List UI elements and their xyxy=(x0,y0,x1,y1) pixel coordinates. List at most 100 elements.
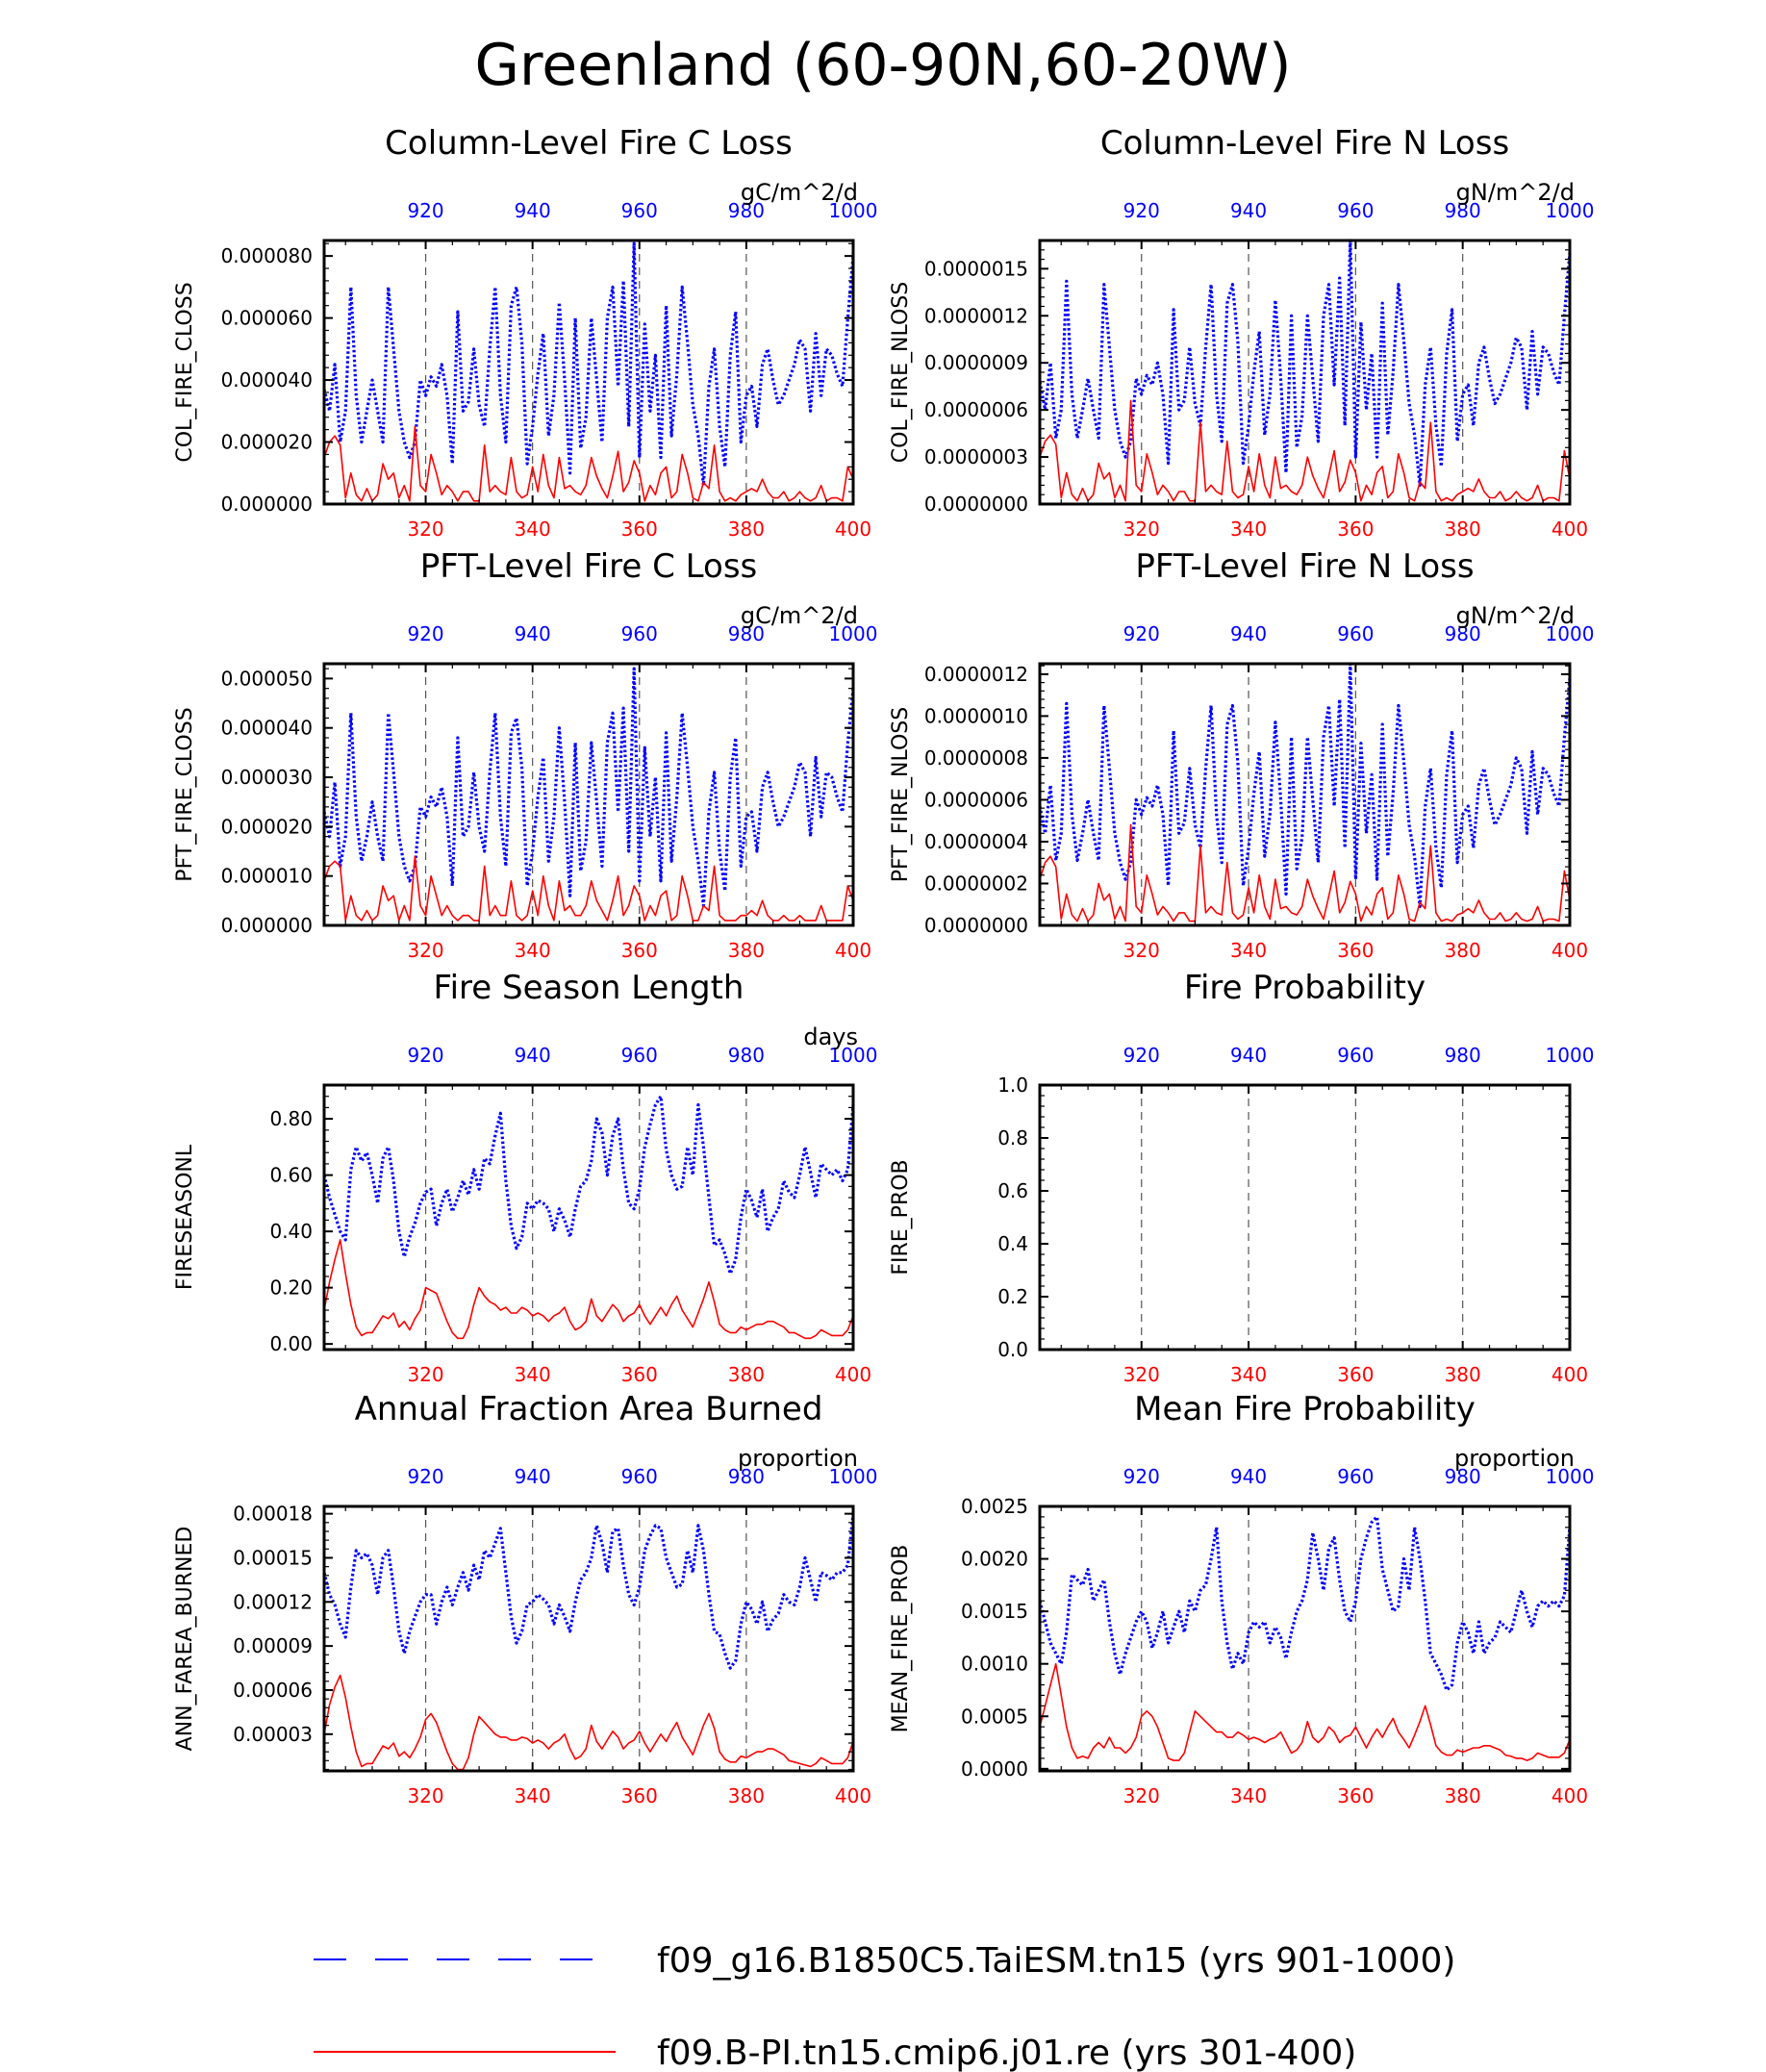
chart-panel-3: 0.000000 0.000010 0.000020 0.000030 0.000040… xyxy=(173,547,877,962)
y-tick-label: 1.0 xyxy=(997,1074,1028,1097)
x-tick-label-bottom: 380 xyxy=(728,518,765,541)
x-tick-label-top: 940 xyxy=(515,622,551,645)
chart-title: PFT-Level Fire C Loss xyxy=(420,547,758,586)
chart-title: Fire Season Length xyxy=(434,969,744,1007)
x-tick-label-bottom: 360 xyxy=(1337,1363,1374,1386)
x-tick-label-top: 960 xyxy=(1337,622,1374,645)
legend-label-red: f09.B-PI.tn15.cmip6.j01.re (yrs 301-400) xyxy=(657,2034,1356,2072)
y-tick-label: 0.000010 xyxy=(221,865,313,888)
y-axis-label: COL_FIRE_CLOSS xyxy=(173,282,197,462)
legend: f09_g16.B1850C5.TaiESM.tn15 (yrs 901-100… xyxy=(314,1941,1455,2072)
x-tick-label-bottom: 320 xyxy=(407,939,443,962)
x-tick-label-top: 920 xyxy=(407,1465,443,1488)
y-tick-label: 0.0000010 xyxy=(924,704,1028,727)
y-tick-label: 0.000060 xyxy=(221,307,313,330)
chart-title: Fire Probability xyxy=(1184,969,1425,1007)
x-tick-label-top: 1000 xyxy=(829,622,878,645)
x-tick-label-bottom: 380 xyxy=(1445,1363,1481,1386)
page-title: Greenland (60-90N,60-20W) xyxy=(474,32,1291,99)
series-line-blue xyxy=(322,1513,855,1670)
chart-title: Annual Fraction Area Burned xyxy=(355,1390,823,1428)
y-tick-label: 0.2 xyxy=(997,1285,1028,1308)
x-tick-label-bottom: 320 xyxy=(1123,1363,1160,1386)
series-line-red xyxy=(1039,1662,1571,1761)
y-tick-label: 0.60 xyxy=(269,1164,313,1187)
x-tick-label-top: 940 xyxy=(515,1465,551,1488)
units-label: gN/m^2/d xyxy=(1456,602,1575,629)
y-tick-label: 0.4 xyxy=(997,1232,1028,1255)
chart-panel-8: 0.0000 0.0005 0.0010 0.0015 0.0020 0.0025 320 3… xyxy=(889,1390,1594,1807)
x-tick-label-bottom: 340 xyxy=(515,1363,551,1386)
units-label: proportion xyxy=(1454,1445,1575,1472)
y-tick-label: 0.0000006 xyxy=(924,398,1028,421)
x-tick-label-bottom: 320 xyxy=(407,1363,443,1386)
x-tick-label-bottom: 360 xyxy=(1337,518,1374,541)
chart-panel-1: 0.000000 0.000020 0.000040 0.000060 0.000080… xyxy=(173,124,877,541)
chart-panel-6: 0.0 0.2 0.4 0.6 0.8 1.0 320 340 360 380 400 920 940 9… xyxy=(889,969,1594,1386)
y-tick-label: 0.00015 xyxy=(233,1546,313,1569)
y-tick-label: 0.6 xyxy=(997,1179,1028,1202)
plot-frame xyxy=(1038,662,1572,927)
x-tick-label-top: 980 xyxy=(1445,1465,1481,1488)
y-tick-label: 0.20 xyxy=(269,1276,313,1300)
chart-panel-4: 0.0000000 0.0000002 0.0000004 0.0000006 0.00… xyxy=(889,547,1594,962)
y-tick-label: 0.0015 xyxy=(961,1600,1028,1623)
y-tick-label: 0.0010 xyxy=(961,1653,1028,1676)
x-tick-label-top: 920 xyxy=(1123,622,1160,645)
x-tick-label-top: 980 xyxy=(1445,622,1481,645)
x-tick-label-top: 960 xyxy=(1337,1465,1374,1488)
series-line-red xyxy=(323,855,854,922)
x-tick-label-top: 980 xyxy=(728,622,765,645)
y-tick-label: 0.000020 xyxy=(221,815,313,838)
x-tick-label-bottom: 400 xyxy=(1552,1784,1588,1807)
x-tick-label-bottom: 320 xyxy=(407,518,443,541)
y-tick-label: 0.0000009 xyxy=(924,351,1028,374)
y-tick-label: 0.0020 xyxy=(961,1548,1028,1571)
x-tick-label-top: 920 xyxy=(1123,199,1160,222)
x-tick-label-bottom: 360 xyxy=(1337,1784,1374,1807)
x-tick-label-top: 940 xyxy=(1230,622,1267,645)
x-tick-label-bottom: 400 xyxy=(835,518,871,541)
x-tick-label-bottom: 380 xyxy=(1445,1784,1481,1807)
y-tick-label: 0.8 xyxy=(997,1126,1028,1150)
x-tick-label-top: 940 xyxy=(515,1044,551,1067)
series-line-red xyxy=(323,1239,854,1340)
plot-frame xyxy=(1038,1083,1572,1352)
legend-label-blue: f09_g16.B1850C5.TaiESM.tn15 (yrs 901-100… xyxy=(657,1941,1455,1981)
x-tick-label-bottom: 360 xyxy=(621,1784,658,1807)
y-tick-label: 0.000080 xyxy=(221,244,313,267)
x-tick-label-top: 920 xyxy=(1123,1465,1160,1488)
y-tick-label: 0.40 xyxy=(269,1220,313,1243)
y-tick-label: 0.00003 xyxy=(233,1723,313,1746)
y-tick-label: 0.0000012 xyxy=(924,663,1028,686)
x-tick-label-top: 920 xyxy=(407,1044,443,1067)
x-tick-label-top: 920 xyxy=(407,199,443,222)
x-tick-label-top: 980 xyxy=(728,1044,765,1067)
x-tick-label-top: 980 xyxy=(728,199,765,222)
x-tick-label-bottom: 340 xyxy=(515,518,551,541)
x-tick-label-top: 980 xyxy=(1445,199,1481,222)
y-tick-label: 0.0000012 xyxy=(924,304,1028,327)
x-tick-label-top: 920 xyxy=(407,622,443,645)
x-tick-label-bottom: 320 xyxy=(1123,939,1160,962)
x-tick-label-bottom: 320 xyxy=(1123,1784,1160,1807)
x-tick-label-bottom: 360 xyxy=(621,1363,658,1386)
y-tick-label: 0.80 xyxy=(269,1107,313,1130)
x-tick-label-bottom: 340 xyxy=(1230,518,1267,541)
series-line-red xyxy=(1039,399,1571,502)
chart-title: Mean Fire Probability xyxy=(1134,1390,1476,1428)
y-axis-label: ANN_FAREA_BURNED xyxy=(173,1527,197,1752)
series-line-blue xyxy=(322,667,855,908)
series-line-red xyxy=(323,425,854,502)
x-tick-label-bottom: 400 xyxy=(1552,939,1588,962)
y-tick-label: 0.00012 xyxy=(233,1590,313,1613)
y-tick-label: 0.0000000 xyxy=(924,493,1028,516)
x-tick-label-top: 960 xyxy=(621,1465,658,1488)
series-line-red xyxy=(1039,823,1571,922)
x-tick-label-top: 980 xyxy=(1445,1044,1481,1067)
x-tick-label-top: 940 xyxy=(1230,199,1267,222)
chart-title: Column-Level Fire N Loss xyxy=(1100,124,1509,163)
y-tick-label: 0.000040 xyxy=(221,368,313,392)
y-tick-label: 0.00009 xyxy=(233,1634,313,1657)
